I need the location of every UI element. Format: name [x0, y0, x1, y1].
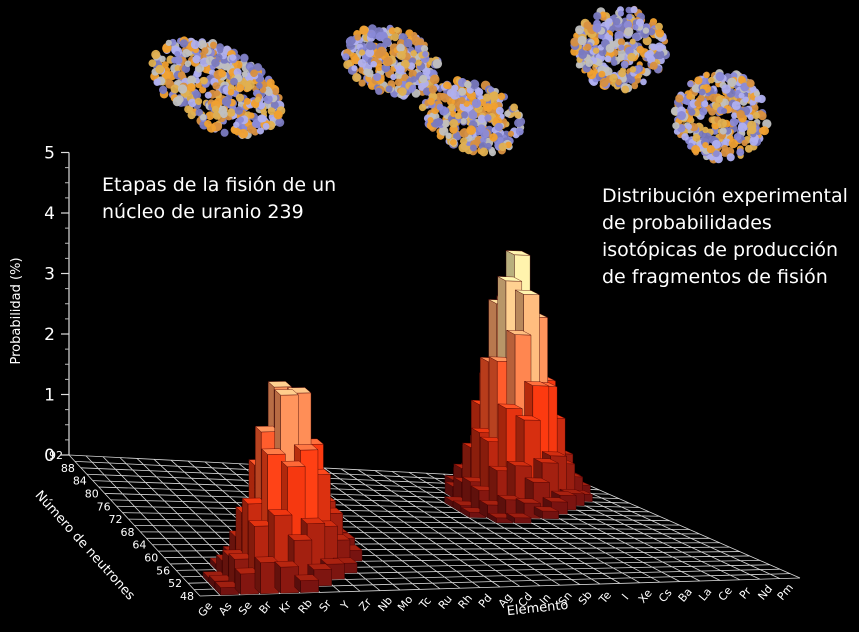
neutron-tick-label: 64 — [132, 539, 146, 552]
caption-line: de probabilidades — [602, 212, 772, 234]
probability-axis: 0 1 2 3 4 5 — [44, 144, 70, 466]
probability-tick-label: 2 — [44, 325, 55, 345]
element-tick-label: La — [696, 585, 714, 603]
element-tick-label: Zr — [356, 595, 374, 613]
neutron-axis-label: Número de neutrones — [32, 488, 138, 604]
bar — [214, 581, 240, 596]
probability-tick-label: 1 — [44, 386, 55, 406]
element-tick-label: Ge — [195, 599, 215, 619]
element-tick-label: Nb — [375, 594, 395, 614]
fission-stage-nuclei — [148, 5, 772, 164]
neutron-tick-label: 48 — [180, 590, 194, 603]
element-tick-label: I — [619, 591, 631, 602]
nucleus-neck-right — [418, 76, 526, 157]
element-tick-label: Ce — [716, 584, 735, 604]
grid-line-neutron — [122, 512, 670, 522]
element-tick-label: Rb — [296, 597, 315, 617]
neutron-tick-label: 76 — [97, 500, 111, 513]
probability-tick-label: 5 — [44, 144, 55, 164]
element-tick-label: Te — [596, 589, 614, 607]
element-axis-label: Elemento — [506, 598, 569, 619]
fragment-bottom — [670, 69, 772, 164]
neutron-tick-label: 92 — [49, 449, 63, 462]
grid-line-neutron — [134, 525, 690, 530]
element-tick-label: Xe — [636, 587, 655, 606]
neutron-tick-label: 88 — [61, 462, 75, 475]
element-tick-label: Tc — [416, 594, 434, 611]
neutron-tick-label: 60 — [144, 552, 158, 565]
probability-tick-label: 4 — [44, 204, 55, 224]
element-tick-label: Sb — [576, 589, 595, 608]
grid-line-neutron — [116, 505, 660, 517]
distribution-caption: Distribución experimental de probabilida… — [602, 183, 848, 291]
bar — [234, 567, 260, 595]
element-tick-label: Ba — [676, 585, 695, 604]
bar — [294, 574, 320, 594]
probability-axis-label: Probabilidad (%) — [9, 257, 24, 364]
bar — [254, 556, 280, 595]
bar — [274, 560, 300, 594]
neutron-tick-label: 80 — [85, 487, 99, 500]
element-tick-label: Se — [236, 599, 255, 618]
fragment-top — [570, 5, 671, 94]
element-tick-label: Nd — [755, 583, 775, 603]
element-tick-label: Y — [338, 598, 353, 612]
nucleus-neck-left — [341, 24, 443, 100]
grid-line-neutron — [140, 531, 700, 535]
bar-series — [202, 250, 593, 596]
element-tick-label: Kr — [277, 598, 295, 616]
neutron-tick-label: 84 — [73, 475, 87, 488]
element-tick-label: Sr — [317, 597, 335, 615]
grid-line-neutron — [128, 518, 680, 526]
probability-tick-label: 3 — [44, 265, 55, 285]
element-tick-label: Mo — [395, 593, 416, 614]
element-tick-label: Br — [256, 598, 274, 616]
probability-tick-label: 0 — [44, 446, 55, 466]
grid-line-neutron — [199, 577, 801, 597]
element-tick-label: Pd — [476, 592, 495, 611]
floor-grid — [68, 454, 801, 597]
neutron-tick-label: 68 — [120, 526, 134, 539]
element-tick-label: Pr — [737, 585, 754, 602]
element-tick-label: Ru — [436, 593, 455, 612]
caption-line: isotópicas de producción — [602, 239, 839, 261]
nucleus-ellipsoid — [148, 36, 286, 140]
caption-line: Distribución experimental — [602, 185, 848, 207]
bar — [533, 506, 559, 520]
element-tick-label: As — [216, 599, 235, 618]
caption-line: de fragmentos de fisión — [602, 266, 828, 288]
caption-line: Etapas de la fisión de un — [102, 174, 337, 196]
element-tick-label: Rh — [456, 592, 475, 612]
neutron-tick-label: 52 — [168, 577, 182, 590]
neutron-tick-label: 56 — [156, 564, 170, 577]
bar — [506, 512, 532, 524]
neutron-tick-label: 72 — [109, 513, 123, 526]
element-tick-label: Cs — [656, 586, 675, 605]
element-tick-label: Pm — [775, 581, 796, 603]
fission-stages-caption: Etapas de la fisión de un núcleo de uran… — [102, 172, 336, 226]
caption-line: núcleo de uranio 239 — [102, 201, 304, 223]
